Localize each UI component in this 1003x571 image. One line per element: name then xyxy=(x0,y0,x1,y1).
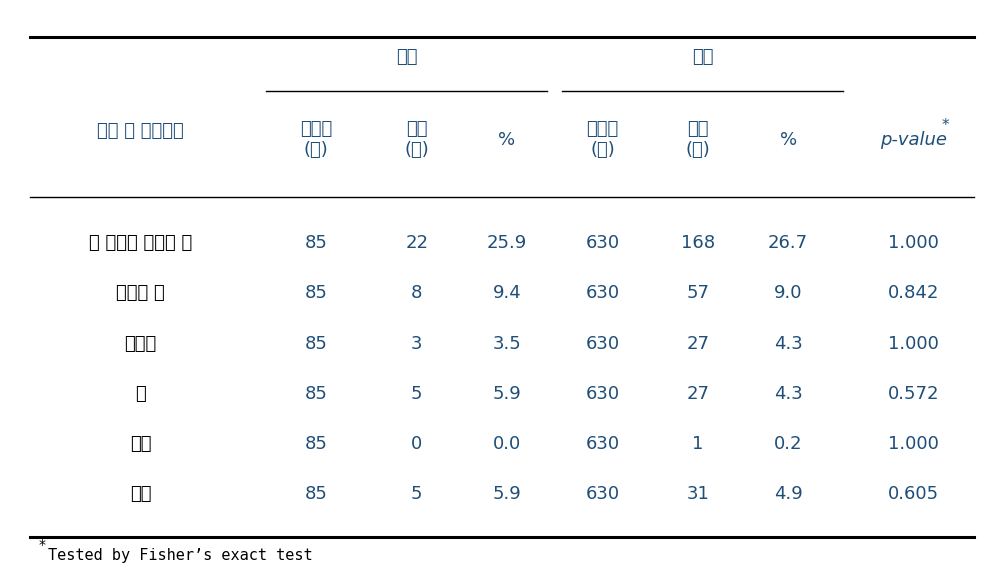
Text: 0.572: 0.572 xyxy=(887,385,939,403)
Text: 85: 85 xyxy=(305,284,327,302)
Text: 9.4: 9.4 xyxy=(492,284,521,302)
Text: 5.9: 5.9 xyxy=(492,485,521,503)
Text: 85: 85 xyxy=(305,335,327,353)
Text: 85: 85 xyxy=(305,385,327,403)
Text: 27: 27 xyxy=(686,335,708,353)
Text: 3: 3 xyxy=(410,335,422,353)
Text: 630: 630 xyxy=(585,435,619,453)
Text: 1.000: 1.000 xyxy=(888,435,938,453)
Text: 25.9: 25.9 xyxy=(486,234,527,252)
Text: 가축 및 애완동물: 가축 및 애완동물 xyxy=(97,122,184,140)
Text: 0: 0 xyxy=(410,435,422,453)
Text: 31: 31 xyxy=(686,485,708,503)
Text: 5.9: 5.9 xyxy=(492,385,521,403)
Text: 돼지: 돼지 xyxy=(129,435,151,453)
Text: %: % xyxy=(497,131,516,149)
Text: 집 밖에서 키우는 개: 집 밖에서 키우는 개 xyxy=(89,234,192,252)
Text: 1.000: 1.000 xyxy=(888,234,938,252)
Text: 630: 630 xyxy=(585,284,619,302)
Text: 소: 소 xyxy=(135,385,145,403)
Text: 0.605: 0.605 xyxy=(888,485,938,503)
Text: 168: 168 xyxy=(680,234,714,252)
Text: 3.5: 3.5 xyxy=(492,335,521,353)
Text: 27: 27 xyxy=(686,385,708,403)
Text: 음성: 음성 xyxy=(691,48,713,66)
Text: 85: 85 xyxy=(305,435,327,453)
Text: 0.0: 0.0 xyxy=(492,435,521,453)
Text: 4.3: 4.3 xyxy=(773,385,801,403)
Text: 630: 630 xyxy=(585,335,619,353)
Text: 5: 5 xyxy=(410,485,422,503)
Text: 해당
(명): 해당 (명) xyxy=(404,120,428,159)
Text: 5: 5 xyxy=(410,385,422,403)
Text: 0.842: 0.842 xyxy=(887,284,939,302)
Text: 대상자
(명): 대상자 (명) xyxy=(586,120,618,159)
Text: 기타: 기타 xyxy=(129,485,151,503)
Text: *: * xyxy=(941,118,949,133)
Text: 1: 1 xyxy=(691,435,703,453)
Text: 1.000: 1.000 xyxy=(888,335,938,353)
Text: 85: 85 xyxy=(305,485,327,503)
Text: 애완용 개: 애완용 개 xyxy=(116,284,164,302)
Text: 9.0: 9.0 xyxy=(773,284,801,302)
Text: 26.7: 26.7 xyxy=(767,234,807,252)
Text: 630: 630 xyxy=(585,385,619,403)
Text: 57: 57 xyxy=(686,284,708,302)
Text: 4.9: 4.9 xyxy=(773,485,801,503)
Text: 22: 22 xyxy=(405,234,427,252)
Text: p-value: p-value xyxy=(880,131,946,149)
Text: 630: 630 xyxy=(585,485,619,503)
Text: 해당
(명): 해당 (명) xyxy=(685,120,709,159)
Text: 8: 8 xyxy=(410,284,422,302)
Text: *: * xyxy=(38,538,45,552)
Text: 4.3: 4.3 xyxy=(773,335,801,353)
Text: 0.2: 0.2 xyxy=(773,435,801,453)
Text: 85: 85 xyxy=(305,234,327,252)
Text: 대상자
(명): 대상자 (명) xyxy=(300,120,332,159)
Text: Tested by Fisher’s exact test: Tested by Fisher’s exact test xyxy=(48,548,313,562)
Text: 고양이: 고양이 xyxy=(124,335,156,353)
Text: 반응: 반응 xyxy=(395,48,417,66)
Text: %: % xyxy=(778,131,796,149)
Text: 630: 630 xyxy=(585,234,619,252)
